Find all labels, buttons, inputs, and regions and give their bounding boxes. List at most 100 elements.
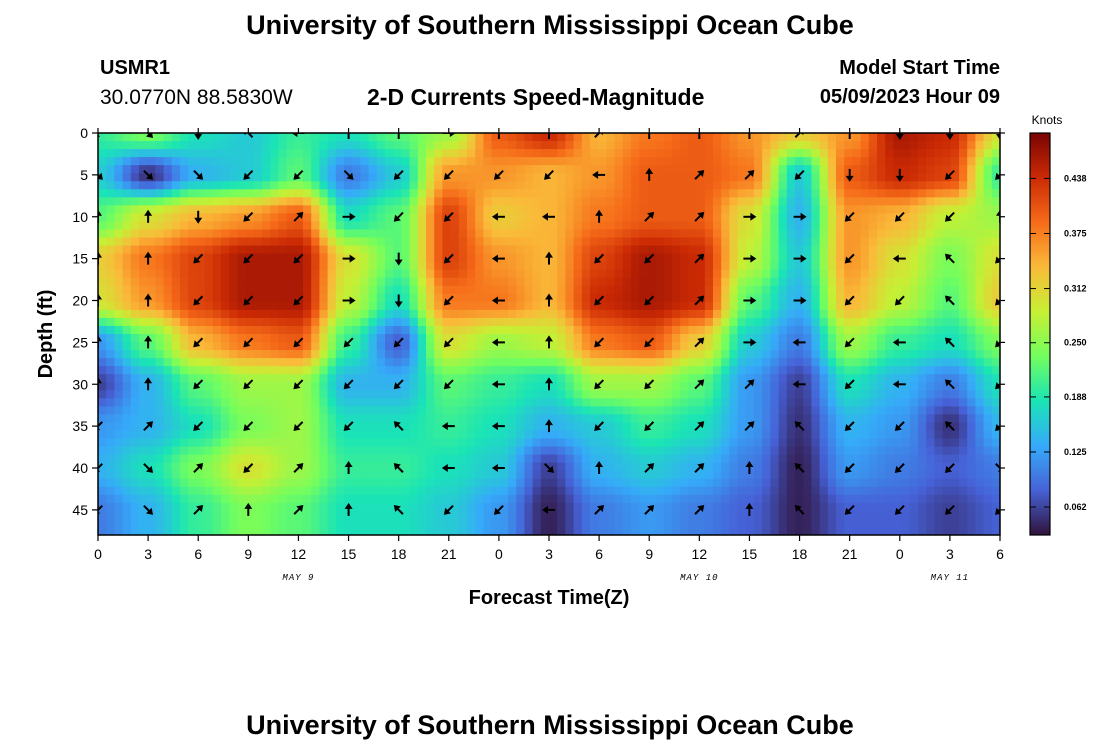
heat-cell <box>319 446 329 456</box>
heat-cell <box>286 269 296 279</box>
heat-cell <box>934 430 944 440</box>
heat-cell <box>565 253 575 263</box>
heat-cell <box>860 221 870 231</box>
heat-cell <box>655 245 665 255</box>
heat-cell <box>204 165 214 174</box>
heat-cell <box>860 181 870 190</box>
heat-cell <box>680 374 689 383</box>
heat-cell <box>294 374 304 383</box>
heat-cell <box>245 269 255 279</box>
heat-cell <box>253 253 263 263</box>
heat-cell <box>655 462 665 472</box>
heat-cell <box>360 430 370 440</box>
heat-cell <box>188 165 197 174</box>
heat-cell <box>458 197 468 206</box>
heat-cell <box>467 253 476 263</box>
heat-cell <box>926 133 935 142</box>
heat-cell <box>475 358 484 367</box>
heat-cell <box>508 478 517 488</box>
heat-cell <box>122 334 132 343</box>
heat-cell <box>114 189 124 198</box>
heat-cell <box>417 141 427 150</box>
heat-cell <box>557 470 566 480</box>
heat-cell <box>155 478 165 488</box>
heat-cell <box>565 229 575 239</box>
heat-cell <box>327 205 337 214</box>
heat-cell <box>311 253 320 263</box>
heat-cell <box>106 382 115 391</box>
heat-cell <box>360 269 370 279</box>
heat-cell <box>926 213 935 223</box>
heat-cell <box>253 422 263 432</box>
heat-cell <box>262 350 271 359</box>
heat-cell <box>606 269 616 279</box>
heat-cell <box>114 181 124 190</box>
heat-cell <box>188 229 197 239</box>
heat-cell <box>770 358 780 367</box>
heat-cell <box>491 438 501 448</box>
heat-cell <box>335 213 345 223</box>
heat-cell <box>868 205 878 214</box>
heat-cell <box>614 374 624 383</box>
heat-cell <box>401 430 411 440</box>
heat-cell <box>696 309 706 319</box>
heat-cell <box>942 229 952 239</box>
heat-cell <box>204 406 214 415</box>
heat-cell <box>196 189 206 198</box>
heat-cell <box>335 285 345 295</box>
heat-cell <box>196 197 206 206</box>
heat-cell <box>737 334 747 343</box>
heat-cell <box>590 293 599 303</box>
heat-cell <box>786 261 796 271</box>
heat-cell <box>311 205 320 214</box>
heat-cell <box>786 486 796 496</box>
heat-cell <box>844 189 853 198</box>
heat-cell <box>171 342 181 351</box>
heat-cell <box>106 350 115 359</box>
heat-cell <box>959 301 968 311</box>
heat-cell <box>622 374 632 383</box>
heat-cell <box>868 342 878 351</box>
heat-cell <box>294 366 304 375</box>
heat-cell <box>483 205 493 214</box>
heat-cell <box>729 334 739 343</box>
heat-cell <box>311 165 320 174</box>
heat-cell <box>130 221 140 231</box>
heat-cell <box>376 301 386 311</box>
heat-cell <box>844 181 853 190</box>
heat-cell <box>516 325 525 335</box>
heat-cell <box>98 237 107 247</box>
heat-cell <box>622 229 632 239</box>
heat-cell <box>893 269 903 279</box>
heat-cell <box>270 165 279 174</box>
heat-cell <box>106 430 115 440</box>
heat-cell <box>959 181 968 190</box>
heat-cell <box>212 398 222 407</box>
heat-cell <box>795 454 804 464</box>
heat-cell <box>967 334 976 343</box>
heat-cell <box>893 277 903 287</box>
heat-cell <box>540 414 550 424</box>
heat-cell <box>237 285 247 295</box>
heat-cell <box>188 253 197 263</box>
heat-cell <box>770 293 780 303</box>
heat-cell <box>598 342 607 351</box>
heat-cell <box>811 253 821 263</box>
heat-cell <box>475 446 484 456</box>
heat-cell <box>967 358 976 367</box>
heat-cell <box>877 382 886 391</box>
heat-cell <box>98 470 107 480</box>
heat-cell <box>229 261 238 271</box>
heat-cell <box>778 253 788 263</box>
heat-cell <box>458 390 468 399</box>
heat-cell <box>212 470 222 480</box>
heat-cell <box>524 382 534 391</box>
heat-cell <box>549 197 558 206</box>
heat-cell <box>114 438 124 448</box>
heat-cell <box>114 301 124 311</box>
heat-cell <box>680 462 689 472</box>
heat-cell <box>344 301 353 311</box>
heat-cell <box>991 470 1000 480</box>
heat-cell <box>926 358 935 367</box>
heat-cell <box>549 189 558 198</box>
